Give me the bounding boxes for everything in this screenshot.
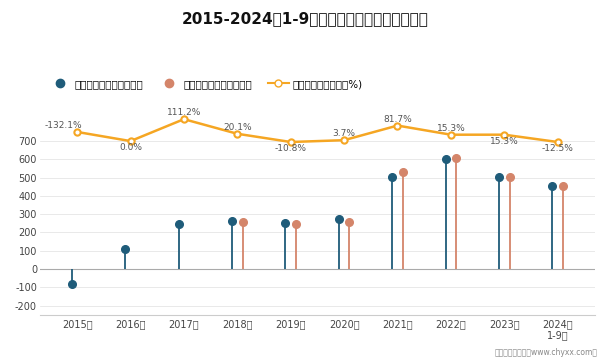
Text: 111.2%: 111.2% bbox=[167, 108, 201, 117]
Text: 2015-2024年1-9月甘肃省工业企业利润统计图: 2015-2024年1-9月甘肃省工业企业利润统计图 bbox=[182, 11, 428, 26]
Text: -12.5%: -12.5% bbox=[542, 144, 573, 153]
Text: 0.0%: 0.0% bbox=[119, 143, 142, 152]
Text: 81.7%: 81.7% bbox=[383, 115, 412, 124]
Text: 制图：智研咨询（www.chyxx.com）: 制图：智研咨询（www.chyxx.com） bbox=[495, 348, 598, 357]
Text: 20.1%: 20.1% bbox=[223, 123, 251, 132]
Legend: 利润总额累计值（亿元）, 营业利润累计值（亿元）, 利润总额累计增长（%): 利润总额累计值（亿元）, 营业利润累计值（亿元）, 利润总额累计增长（%) bbox=[45, 75, 367, 93]
Text: 15.3%: 15.3% bbox=[490, 136, 518, 145]
Text: 15.3%: 15.3% bbox=[437, 124, 465, 133]
Text: -132.1%: -132.1% bbox=[45, 121, 82, 130]
Text: 3.7%: 3.7% bbox=[332, 129, 356, 138]
Text: -10.8%: -10.8% bbox=[274, 144, 307, 153]
